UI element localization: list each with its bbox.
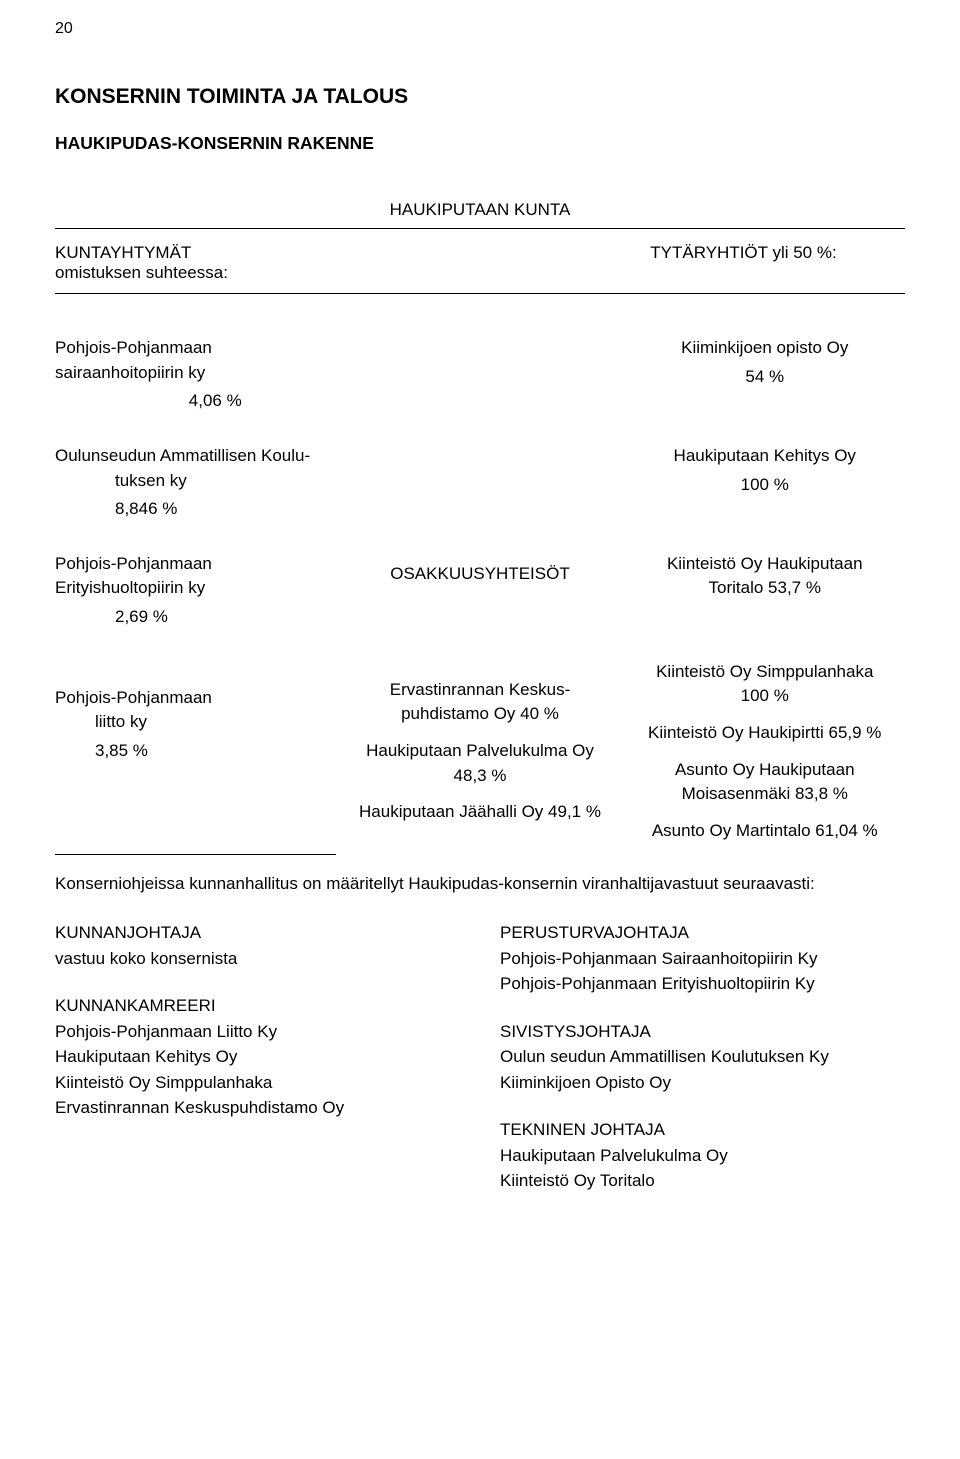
page-number: 20 — [55, 20, 73, 38]
intro-paragraph: Konserniohjeissa kunnanhallitus on määri… — [55, 871, 905, 897]
text: Kiinteistö Oy Haukipirtti 65,9 % — [648, 721, 881, 746]
responsibility-columns: KUNNANJOHTAJA vastuu koko konsernista KU… — [55, 920, 905, 1216]
text: tuksen ky — [55, 469, 336, 494]
text: liitto ky — [55, 710, 336, 735]
text: puhdistamo Oy 40 % — [401, 702, 559, 727]
text: Pohjois-Pohjanmaan — [55, 336, 336, 361]
text: Asunto Oy Martintalo 61,04 % — [652, 819, 878, 844]
text: Erityishuoltopiirin ky — [55, 576, 336, 601]
role-line: Haukiputaan Kehitys Oy — [55, 1044, 460, 1070]
role-line: Oulun seudun Ammatillisen Koulutuksen Ky — [500, 1044, 905, 1070]
org-row-4-left: Pohjois-Pohjanmaan liitto ky 3,85 % — [55, 660, 336, 764]
text: Haukiputaan Kehitys Oy — [674, 444, 856, 469]
percent: 3,85 % — [55, 739, 336, 764]
divider-short — [55, 854, 336, 855]
role-line: Pohjois-Pohjanmaan Sairaanhoitopiirin Ky — [500, 946, 905, 972]
role-line: Kiiminkijoen Opisto Oy — [500, 1070, 905, 1096]
text: Kiinteistö Oy Haukiputaan — [667, 552, 863, 577]
text: Kiiminkijoen opisto Oy — [681, 336, 848, 361]
role-title: KUNNANJOHTAJA — [55, 920, 460, 946]
org-row-2-left: Oulunseudun Ammatillisen Koulu- tuksen k… — [55, 444, 336, 522]
org-row-2: Oulunseudun Ammatillisen Koulu- tuksen k… — [55, 444, 905, 522]
text: 100 % — [741, 684, 789, 709]
role-title: KUNNANKAMREERI — [55, 993, 460, 1019]
percent: 4,06 % — [55, 389, 336, 414]
heading-sub: HAUKIPUDAS-KONSERNIN RAKENNE — [55, 133, 905, 154]
org-row-3-mid: OSAKKUUSYHTEISÖT — [353, 552, 608, 587]
org-row-3-left: Pohjois-Pohjanmaan Erityishuoltopiirin k… — [55, 552, 336, 630]
text: Haukiputaan Jäähalli Oy 49,1 % — [359, 800, 601, 825]
text: Moisasenmäki 83,8 % — [682, 782, 848, 807]
header-right: TYTÄRYHTIÖT yli 50 %: — [582, 243, 905, 283]
role-line: Kiinteistö Oy Simppulanhaka — [55, 1070, 460, 1096]
percent: 2,69 % — [55, 605, 336, 630]
org-row-4-right: Kiinteistö Oy Simppulanhaka 100 % Kiinte… — [625, 660, 906, 844]
org-row-1: Pohjois-Pohjanmaan sairaanhoitopiirin ky… — [55, 336, 905, 414]
role-line: Pohjois-Pohjanmaan Erityishuoltopiirin K… — [500, 971, 905, 997]
text: Pohjois-Pohjanmaan — [55, 686, 336, 711]
text: sairaanhoitopiirin ky — [55, 361, 336, 386]
role-title: SIVISTYSJOHTAJA — [500, 1019, 905, 1045]
text: Pohjois-Pohjanmaan — [55, 552, 336, 577]
divider-top — [55, 228, 905, 229]
section-label: OSAKKUUSYHTEISÖT — [390, 562, 569, 587]
percent: 8,846 % — [55, 497, 336, 522]
text: 48,3 % — [454, 764, 507, 789]
text: Oulunseudun Ammatillisen Koulu- — [55, 444, 336, 469]
org-chart-top-title: HAUKIPUTAAN KUNTA — [55, 200, 905, 220]
divider-header — [55, 293, 905, 294]
header-left: KUNTAYHTYMÄT omistuksen suhteessa: — [55, 243, 378, 283]
heading-main: KONSERNIN TOIMINTA JA TALOUS — [55, 85, 905, 109]
responsibility-right: PERUSTURVAJOHTAJA Pohjois-Pohjanmaan Sai… — [500, 920, 905, 1216]
org-row-3-right: Kiinteistö Oy Haukiputaan Toritalo 53,7 … — [625, 552, 906, 601]
header-row: KUNTAYHTYMÄT omistuksen suhteessa: TYTÄR… — [55, 243, 905, 283]
responsibility-left: KUNNANJOHTAJA vastuu koko konsernista KU… — [55, 920, 460, 1216]
org-row-1-right: Kiiminkijoen opisto Oy 54 % — [625, 336, 906, 389]
org-chart-grid: Pohjois-Pohjanmaan sairaanhoitopiirin ky… — [55, 336, 905, 844]
role-line: Ervastinrannan Keskuspuhdistamo Oy — [55, 1095, 460, 1121]
responsibility-block: TEKNINEN JOHTAJA Haukiputaan Palvelukulm… — [500, 1117, 905, 1194]
responsibility-block: PERUSTURVAJOHTAJA Pohjois-Pohjanmaan Sai… — [500, 920, 905, 997]
role-line: Haukiputaan Palvelukulma Oy — [500, 1143, 905, 1169]
percent: 100 % — [741, 473, 789, 498]
responsibility-block: SIVISTYSJOHTAJA Oulun seudun Ammatillise… — [500, 1019, 905, 1096]
document-page: 20 KONSERNIN TOIMINTA JA TALOUS HAUKIPUD… — [0, 0, 960, 1459]
responsibility-block: KUNNANJOHTAJA vastuu koko konsernista — [55, 920, 460, 971]
text: Ervastinrannan Keskus- — [390, 678, 570, 703]
org-row-4-mid: Ervastinrannan Keskus- puhdistamo Oy 40 … — [353, 660, 608, 825]
text: Kiinteistö Oy Simppulanhaka — [656, 660, 873, 685]
header-left-line2: omistuksen suhteessa: — [55, 263, 378, 283]
role-line: vastuu koko konsernista — [55, 946, 460, 972]
org-row-3: Pohjois-Pohjanmaan Erityishuoltopiirin k… — [55, 552, 905, 630]
org-row-4: Pohjois-Pohjanmaan liitto ky 3,85 % Erva… — [55, 660, 905, 844]
role-line: Kiinteistö Oy Toritalo — [500, 1168, 905, 1194]
header-left-line1: KUNTAYHTYMÄT — [55, 243, 378, 263]
role-line: Pohjois-Pohjanmaan Liitto Ky — [55, 1019, 460, 1045]
role-title: TEKNINEN JOHTAJA — [500, 1117, 905, 1143]
text: Asunto Oy Haukiputaan — [675, 758, 855, 783]
org-row-2-right: Haukiputaan Kehitys Oy 100 % — [625, 444, 906, 497]
percent: 54 % — [745, 365, 784, 390]
role-title: PERUSTURVAJOHTAJA — [500, 920, 905, 946]
text: Haukiputaan Palvelukulma Oy — [366, 739, 594, 764]
responsibility-block: KUNNANKAMREERI Pohjois-Pohjanmaan Liitto… — [55, 993, 460, 1121]
org-row-1-left: Pohjois-Pohjanmaan sairaanhoitopiirin ky… — [55, 336, 336, 414]
text: Toritalo 53,7 % — [709, 576, 821, 601]
